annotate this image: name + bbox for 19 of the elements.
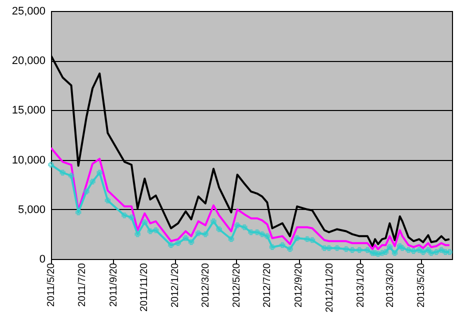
y-tick-label: 15,000 <box>12 104 46 117</box>
x-tick-label: 2011/9/20 <box>108 262 120 307</box>
x-tick-label: 2013/5/20 <box>416 262 428 308</box>
y-tick-label: 20,000 <box>12 55 46 68</box>
x-tick-label: 2011/5/20 <box>46 262 57 307</box>
y-tick-label: 10,000 <box>12 154 46 166</box>
y-tick-label: 0 <box>39 254 46 266</box>
x-tick-label: 2012/5/20 <box>231 262 242 308</box>
y-tick-label: 5,000 <box>18 204 46 216</box>
x-tick-label: 2011/11/20 <box>139 262 150 312</box>
x-tick-label: 2011/7/20 <box>76 262 88 307</box>
x-tick-label: 2012/9/20 <box>294 262 305 308</box>
x-tick-label: 2012/1/20 <box>170 262 182 308</box>
x-tick-label: 2012/11/20 <box>324 262 336 312</box>
x-tick-label: 2013/1/20 <box>355 262 366 308</box>
x-tick-label: 2012/3/20 <box>200 262 212 308</box>
y-tick-label: 25,000 <box>12 6 46 18</box>
x-tick-label: 2012/7/20 <box>262 262 274 308</box>
x-tick-label: 2013/3/20 <box>385 262 396 308</box>
